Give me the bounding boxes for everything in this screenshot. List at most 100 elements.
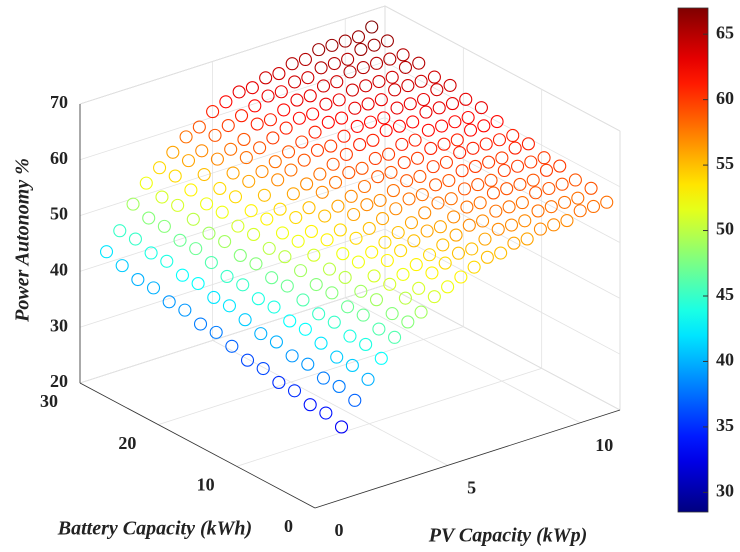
point [494, 246, 508, 260]
point [422, 248, 437, 262]
point [142, 211, 156, 225]
point [484, 173, 498, 187]
point [435, 119, 449, 133]
point [553, 159, 567, 173]
point [417, 92, 431, 107]
point [337, 129, 351, 143]
point [415, 188, 429, 202]
point [412, 281, 426, 295]
point [404, 216, 419, 230]
point [173, 233, 187, 247]
point [253, 141, 267, 155]
point [464, 123, 478, 137]
point [146, 281, 161, 295]
point [271, 173, 285, 187]
point [302, 201, 316, 215]
point [238, 313, 252, 327]
points [99, 20, 614, 434]
point [412, 56, 426, 70]
point [365, 245, 379, 259]
point [439, 155, 453, 169]
point [251, 292, 265, 306]
point [420, 224, 434, 238]
point [255, 164, 269, 179]
point [388, 83, 402, 97]
point [254, 327, 268, 341]
point [295, 135, 309, 149]
point [315, 185, 329, 199]
point [256, 361, 270, 376]
point [341, 52, 355, 66]
point [413, 169, 427, 184]
colorbar-tick-label: 35 [716, 415, 734, 435]
point [362, 221, 376, 235]
point [459, 92, 473, 106]
z-tick-label: 40 [50, 260, 68, 280]
point [385, 307, 399, 321]
point [378, 235, 392, 249]
point [192, 120, 206, 134]
point [237, 132, 251, 146]
point [330, 75, 344, 89]
point [332, 93, 346, 107]
point [418, 206, 432, 220]
colorbar-tick-label: 65 [716, 22, 734, 42]
point [184, 183, 198, 197]
point [453, 145, 467, 160]
point [221, 118, 235, 133]
point [351, 255, 365, 269]
point [285, 349, 299, 363]
point [336, 247, 350, 261]
point [209, 325, 223, 339]
colorbar-tick-label: 60 [716, 88, 734, 108]
point [274, 85, 288, 99]
point [379, 123, 393, 138]
point [345, 358, 359, 372]
point [131, 272, 145, 287]
point [473, 196, 487, 210]
point [471, 178, 485, 192]
point [231, 219, 245, 233]
point [261, 89, 275, 103]
point [555, 177, 569, 191]
point [401, 79, 415, 93]
point [531, 204, 545, 218]
point [186, 212, 200, 226]
point [529, 186, 543, 200]
point [356, 308, 370, 322]
point [407, 234, 421, 248]
point [398, 291, 412, 305]
point [457, 182, 472, 196]
point [220, 269, 234, 284]
point [338, 34, 352, 48]
z-axis-label: Power Autonomy % [12, 158, 34, 323]
x-axis [314, 409, 621, 509]
point [318, 209, 332, 223]
point [304, 224, 318, 238]
point [537, 151, 551, 165]
point [343, 65, 357, 79]
point [257, 188, 271, 202]
point [245, 81, 259, 95]
point [500, 182, 514, 196]
point [361, 97, 375, 111]
point [489, 204, 503, 218]
y-tick-label: 0 [284, 516, 293, 536]
point [207, 290, 221, 305]
point [262, 241, 276, 255]
point [486, 186, 500, 200]
point [250, 117, 264, 131]
point [306, 107, 320, 121]
point [290, 93, 304, 107]
point [210, 152, 224, 166]
point [314, 61, 328, 75]
point [465, 242, 479, 256]
point [495, 151, 509, 165]
point [307, 248, 321, 262]
point [179, 130, 193, 144]
point [396, 48, 410, 62]
colorbar-tick-label: 55 [716, 153, 734, 173]
grid-line [79, 284, 386, 384]
point [547, 218, 561, 232]
point [478, 232, 492, 246]
